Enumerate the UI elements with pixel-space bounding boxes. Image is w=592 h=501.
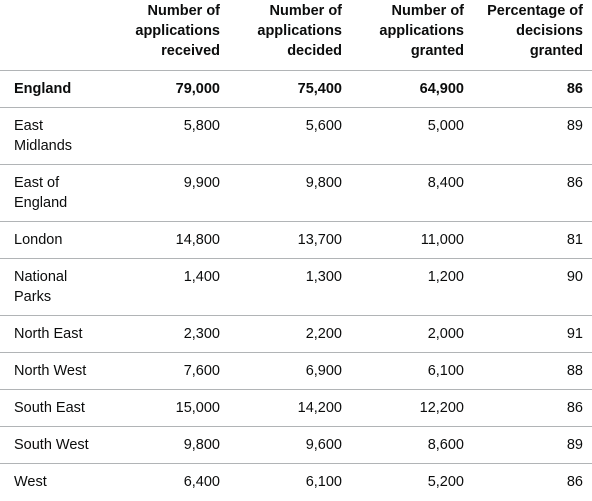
row-percentage: 81 — [566, 232, 583, 248]
row-decided: 1,300 — [305, 269, 342, 285]
row-percentage: 86 — [566, 400, 583, 416]
row-granted: 11,000 — [420, 232, 464, 248]
row-percentage: 91 — [566, 326, 583, 342]
row-granted: 6,100 — [427, 363, 464, 379]
row-received: 7,600 — [183, 363, 220, 379]
row-granted: 5,200 — [427, 474, 464, 490]
row-received: 9,800 — [183, 437, 220, 453]
row-granted: 8,400 — [427, 175, 464, 191]
row-received: 2,300 — [183, 326, 220, 342]
row-granted: 8,600 — [427, 437, 464, 453]
row-decided: 9,800 — [305, 175, 342, 191]
row-decided: 75,400 — [297, 81, 342, 97]
header-applications-decided: Number of applications decided — [257, 3, 342, 59]
row-granted: 2,000 — [427, 326, 464, 342]
row-name: London — [14, 232, 63, 248]
row-decided: 13,700 — [297, 232, 342, 248]
row-name: North West — [14, 363, 87, 379]
table-row: London 14,800 13,700 11,000 81 — [0, 222, 592, 259]
table-row: East of England 9,900 9,800 8,400 86 — [0, 165, 592, 222]
row-granted: 1,200 — [427, 269, 464, 285]
header-applications-granted: Number of applications granted — [379, 3, 464, 59]
table-row: North East 2,300 2,200 2,000 91 — [0, 316, 592, 353]
row-name: North East — [14, 326, 83, 342]
table-row: South East 15,000 14,200 12,200 86 — [0, 390, 592, 427]
row-name: East Midlands — [14, 118, 73, 154]
row-decided: 5,600 — [305, 118, 342, 134]
table-row: North West 7,600 6,900 6,100 88 — [0, 353, 592, 390]
row-name: South West — [14, 437, 89, 453]
row-received: 14,800 — [175, 232, 220, 248]
row-granted: 5,000 — [427, 118, 464, 134]
row-percentage: 90 — [566, 269, 583, 285]
row-received: 79,000 — [175, 81, 220, 97]
row-percentage: 86 — [566, 474, 583, 490]
header-percentage-granted: Percentage of decisions granted — [487, 3, 583, 59]
row-percentage: 86 — [566, 175, 583, 191]
table-header: Number of applications received Number o… — [0, 0, 592, 71]
row-granted: 12,200 — [419, 400, 464, 416]
row-name: National Parks — [14, 269, 68, 305]
row-percentage: 86 — [566, 81, 583, 97]
row-percentage: 89 — [566, 437, 583, 453]
row-decided: 9,600 — [305, 437, 342, 453]
row-name: South East — [14, 400, 85, 416]
table-row: East Midlands 5,800 5,600 5,000 89 — [0, 108, 592, 165]
table-row: National Parks 1,400 1,300 1,200 90 — [0, 259, 592, 316]
row-received: 5,800 — [183, 118, 220, 134]
row-received: 1,400 — [183, 269, 220, 285]
row-decided: 6,900 — [305, 363, 342, 379]
table-row-england: England 79,000 75,400 64,900 86 — [0, 71, 592, 108]
row-percentage: 88 — [566, 363, 583, 379]
row-name: West — [14, 474, 47, 490]
row-received: 15,000 — [175, 400, 220, 416]
row-decided: 14,200 — [297, 400, 342, 416]
row-percentage: 89 — [566, 118, 583, 134]
table-row: West 6,400 6,100 5,200 86 — [0, 464, 592, 501]
table-row: South West 9,800 9,600 8,600 89 — [0, 427, 592, 464]
row-received: 9,900 — [183, 175, 220, 191]
row-name: England — [14, 81, 72, 97]
row-name: East of England — [14, 175, 68, 211]
header-applications-received: Number of applications received — [135, 3, 220, 59]
row-decided: 6,100 — [305, 474, 342, 490]
row-granted: 64,900 — [419, 81, 464, 97]
row-received: 6,400 — [183, 474, 220, 490]
row-decided: 2,200 — [305, 326, 342, 342]
